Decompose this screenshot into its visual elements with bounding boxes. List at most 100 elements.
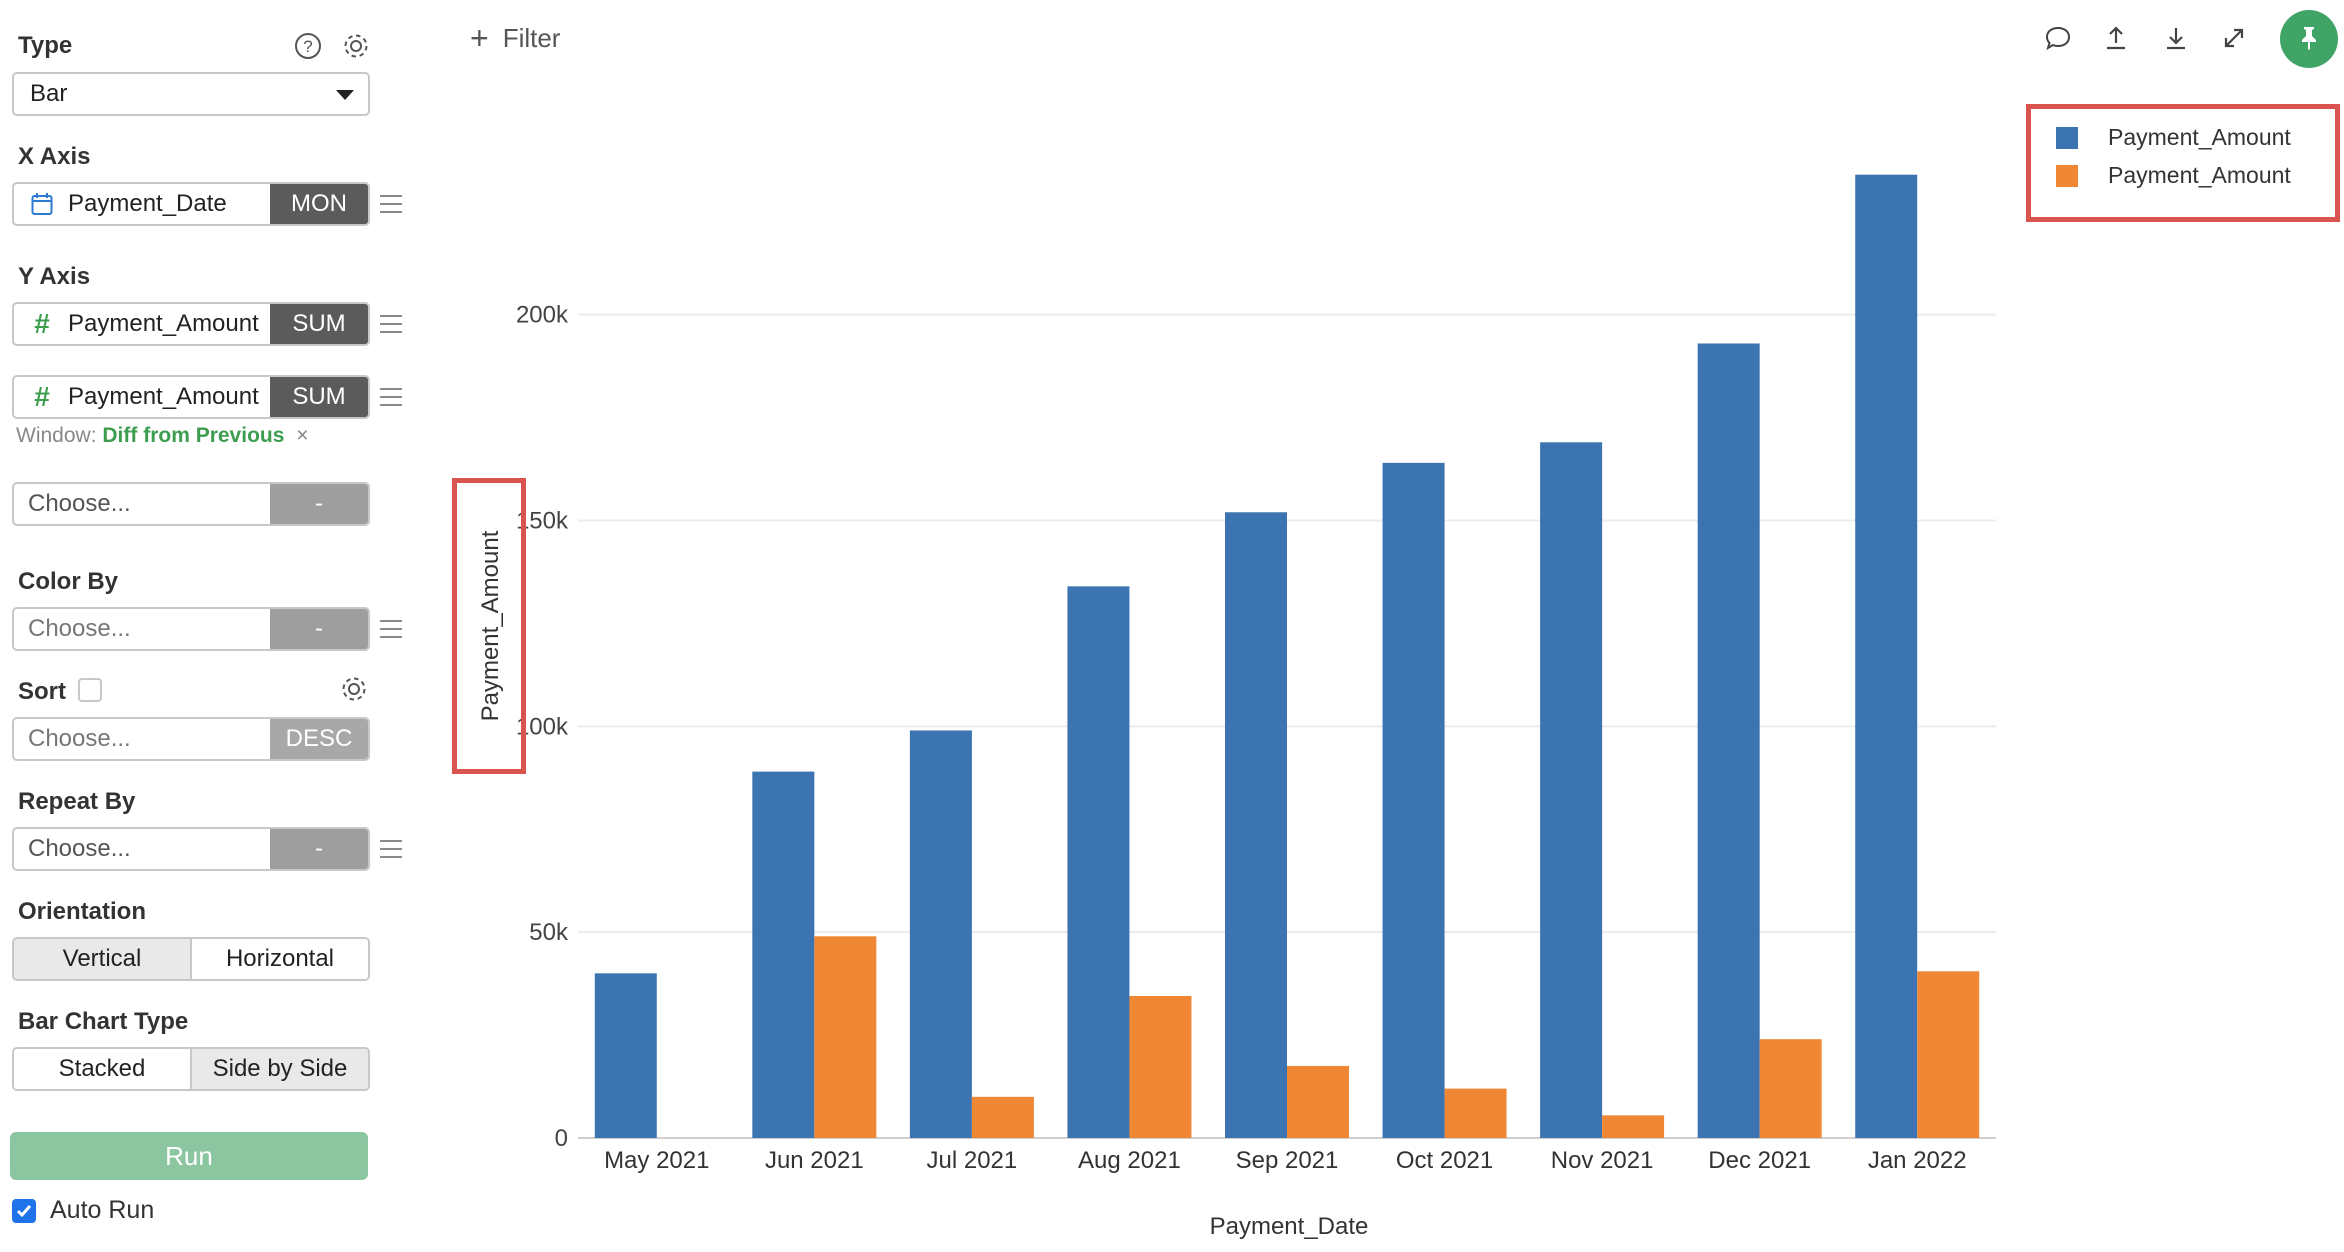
bar-series-1 xyxy=(1067,586,1130,1138)
color-by-field[interactable]: Choose... - xyxy=(12,607,370,651)
bar-series-1 xyxy=(1540,442,1603,1138)
auto-run-toggle[interactable]: Auto Run xyxy=(12,1196,154,1225)
bar-series-1 xyxy=(1382,462,1445,1138)
legend-label-series-1: Payment_Amount xyxy=(2108,124,2291,150)
x-tick-label: Aug 2021 xyxy=(1078,1147,1181,1174)
y-axis-title: Payment_Amount xyxy=(477,530,504,721)
legend-highlight xyxy=(2026,104,2340,222)
bar-type-side-by-side-button[interactable]: Side by Side xyxy=(190,1049,368,1089)
y-tick-label: 50k xyxy=(529,919,569,946)
y-axis-field-1-menu-icon[interactable] xyxy=(380,315,402,333)
sort-direction[interactable]: DESC xyxy=(270,719,368,759)
color-by-aggregation: - xyxy=(270,609,368,649)
color-by-placeholder: Choose... xyxy=(28,615,131,642)
filter-label: Filter xyxy=(502,22,561,53)
expand-icon[interactable] xyxy=(2218,22,2250,54)
calendar-icon xyxy=(28,192,56,216)
x-axis-aggregation[interactable]: MON xyxy=(270,184,368,224)
legend-swatch-blue xyxy=(2056,126,2078,149)
gear-icon[interactable] xyxy=(340,30,372,62)
orientation-label: Orientation xyxy=(18,898,147,925)
sort-gear-icon[interactable] xyxy=(338,673,370,705)
y-axis-label: Y Axis xyxy=(18,263,91,290)
svg-text:?: ? xyxy=(303,37,312,56)
help-icon[interactable]: ? xyxy=(292,30,324,62)
hash-icon: # xyxy=(34,381,50,412)
x-tick-label: Jun 2021 xyxy=(765,1147,864,1174)
remove-window-icon[interactable]: × xyxy=(296,424,309,447)
bar-series-2 xyxy=(1287,1065,1349,1138)
bar-series-2 xyxy=(1917,971,1980,1138)
y-axis-field-1-aggregation[interactable]: SUM xyxy=(270,304,368,344)
bar-series-2 xyxy=(1444,1088,1507,1138)
bar-series-2 xyxy=(1129,995,1192,1138)
chart-type-select[interactable]: Bar xyxy=(12,72,370,116)
y-axis-field-2-aggregation[interactable]: SUM xyxy=(270,377,368,417)
y-tick-label: 0 xyxy=(555,1125,568,1152)
comment-icon[interactable] xyxy=(2042,22,2074,54)
sort-field[interactable]: Choose... DESC xyxy=(12,717,370,761)
repeat-by-menu-icon[interactable] xyxy=(380,840,402,858)
type-label: Type xyxy=(18,32,73,59)
y-axis-choose-placeholder: Choose... xyxy=(28,490,131,517)
orientation-toggle: Vertical Horizontal xyxy=(12,937,370,981)
x-axis-title: Payment_Date xyxy=(1210,1213,1369,1240)
sort-checkbox[interactable] xyxy=(78,678,102,702)
add-filter-button[interactable]: + Filter xyxy=(470,22,560,54)
bar-chart-type-toggle: Stacked Side by Side xyxy=(12,1047,370,1091)
auto-run-label: Auto Run xyxy=(50,1196,155,1224)
run-button[interactable]: Run xyxy=(10,1132,368,1180)
orientation-horizontal-button[interactable]: Horizontal xyxy=(190,939,368,979)
legend-item-series-1[interactable]: Payment_Amount xyxy=(2056,124,2291,151)
color-by-menu-icon[interactable] xyxy=(380,620,402,638)
auto-run-checkbox[interactable] xyxy=(12,1198,36,1223)
x-axis-field-name: Payment_Date xyxy=(68,190,227,217)
bar-type-stacked-button[interactable]: Stacked xyxy=(14,1049,190,1089)
chart-settings-sidebar: Type ? Bar X Axis Payment_Date MON Y Axi… xyxy=(0,0,420,1252)
y-axis-choose-field[interactable]: Choose... - xyxy=(12,482,370,526)
x-tick-label: Oct 2021 xyxy=(1396,1147,1493,1174)
download-icon[interactable] xyxy=(2160,22,2192,54)
bar-chart-type-label: Bar Chart Type xyxy=(18,1008,189,1035)
x-tick-label: Jul 2021 xyxy=(927,1147,1018,1174)
upload-icon[interactable] xyxy=(2100,22,2132,54)
window-value-link[interactable]: Diff from Previous xyxy=(102,424,285,447)
y-axis-field-2-menu-icon[interactable] xyxy=(380,388,402,406)
x-tick-label: Nov 2021 xyxy=(1551,1147,1654,1174)
legend-swatch-orange xyxy=(2056,164,2078,187)
bar-series-1 xyxy=(1697,343,1760,1138)
repeat-by-field[interactable]: Choose... - xyxy=(12,827,370,871)
sort-label: Sort xyxy=(18,678,66,705)
x-axis-menu-icon[interactable] xyxy=(380,195,402,213)
bar-series-2 xyxy=(1602,1115,1665,1138)
y-axis-title-highlight xyxy=(452,478,526,774)
y-axis-field-2[interactable]: # Payment_Amount SUM xyxy=(12,375,370,419)
x-tick-label: Sep 2021 xyxy=(1236,1147,1339,1174)
legend-label-series-2: Payment_Amount xyxy=(2108,162,2291,188)
x-axis-label: X Axis xyxy=(18,143,91,170)
plus-icon: + xyxy=(470,20,489,56)
bar-series-1 xyxy=(1855,174,1918,1138)
x-tick-label: Jan 2022 xyxy=(1868,1147,1967,1174)
bar-series-1 xyxy=(909,730,972,1138)
bar-series-1 xyxy=(594,973,657,1138)
window-calculation: Window: Diff from Previous × xyxy=(16,424,309,448)
repeat-by-placeholder: Choose... xyxy=(28,835,131,862)
bar-series-2 xyxy=(1759,1039,1822,1138)
legend-item-series-2[interactable]: Payment_Amount xyxy=(2056,162,2291,189)
bar-series-2 xyxy=(814,936,877,1138)
chevron-down-icon xyxy=(336,90,354,100)
y-axis-field-1[interactable]: # Payment_Amount SUM xyxy=(12,302,370,346)
y-axis-choose-aggregation: - xyxy=(270,484,368,524)
y-axis-field-1-name: Payment_Amount xyxy=(68,310,259,337)
x-axis-field[interactable]: Payment_Date MON xyxy=(12,182,370,226)
y-axis-field-2-name: Payment_Amount xyxy=(68,383,259,410)
bar-series-2 xyxy=(971,1096,1034,1138)
repeat-by-label: Repeat By xyxy=(18,788,136,815)
y-tick-label: 200k xyxy=(516,302,569,329)
pin-button[interactable] xyxy=(2280,10,2338,68)
bar-series-1 xyxy=(752,771,815,1138)
repeat-by-aggregation: - xyxy=(270,829,368,869)
orientation-vertical-button[interactable]: Vertical xyxy=(14,939,190,979)
